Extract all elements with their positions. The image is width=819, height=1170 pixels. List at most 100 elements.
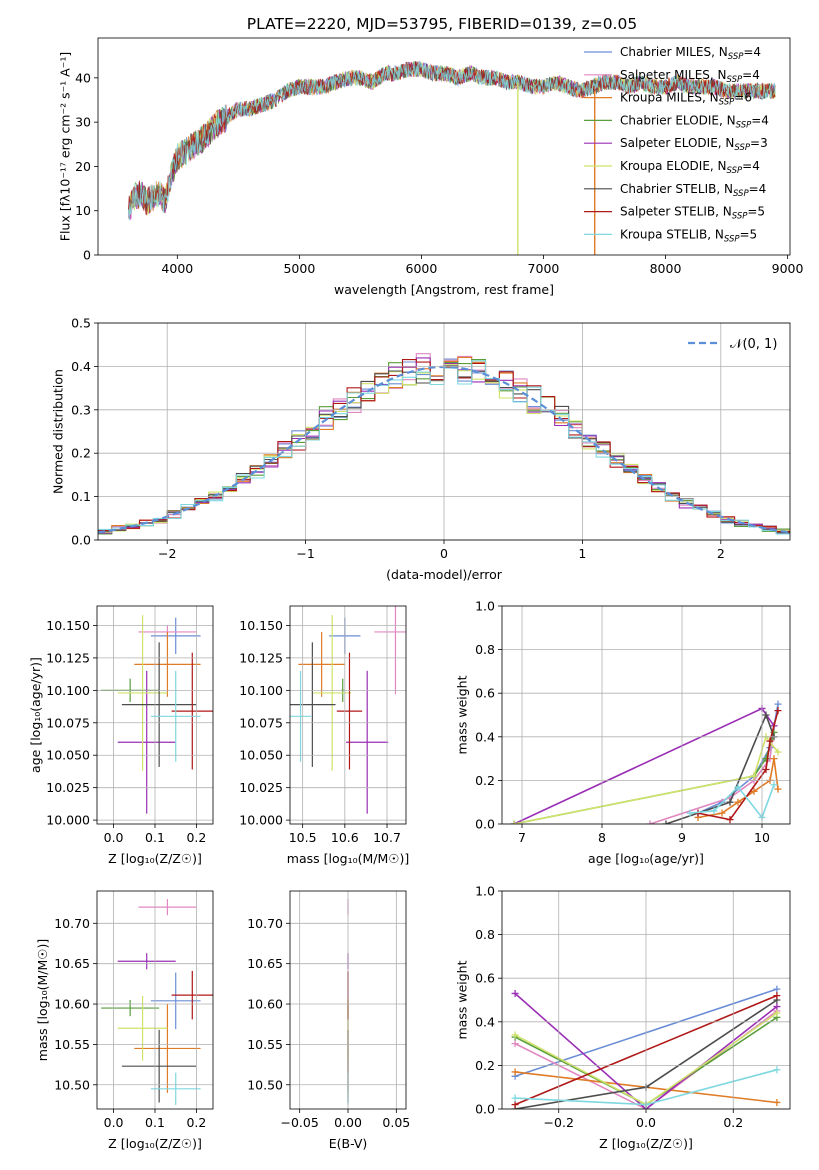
age_vs_Z-y-tick-label: 10.075: [46, 715, 90, 730]
residuals-y-tick-label: 0.3: [71, 402, 91, 417]
spectrum-series-line: [128, 61, 776, 221]
weight-point-marker: [750, 772, 758, 780]
figure-title: PLATE=2220, MJD=53795, FIBERID=0139, z=0…: [247, 15, 637, 33]
spectrum-y-tick-label: 10: [75, 203, 91, 218]
residuals-y-tick-label: 0.0: [71, 533, 91, 548]
weight_vs_age-frame: [501, 605, 791, 825]
weight_vs_age-y-axis-label: mass weight: [454, 675, 469, 754]
spectrum-y-axis-label: Flux [fλ10⁻¹⁷ erg cm⁻² s⁻¹ A⁻¹]: [58, 52, 73, 241]
mass_vs_ebv-y-tick-label: 10.70: [247, 916, 283, 931]
weight-point-marker: [726, 798, 734, 806]
weight-point-marker: [774, 785, 782, 793]
age_vs_Z-plot-area: [101, 615, 213, 814]
legend-entry-normal: 𝒩(0, 1): [730, 337, 777, 352]
mass_vs_Z-y-tick-label: 10.50: [54, 1077, 90, 1092]
weight_vs_age-y-tick-label: 0.2: [475, 773, 495, 788]
spectrum-y-tick-label: 0: [83, 248, 91, 263]
weight_vs_Z-y-tick-label: 0.6: [475, 971, 495, 986]
weight_vs_age-x-tick-label: 9: [678, 830, 686, 845]
residuals-frame: [97, 322, 791, 541]
weight_vs_Z-x-tick-label: −0.2: [544, 1115, 574, 1130]
weight_vs_age-y-tick-label: 0.0: [475, 817, 495, 832]
weight_vs_age-x-axis-label: age [log₁₀(age/yr)]: [588, 851, 704, 866]
legend-entry: Chabrier STELIB, NSSP=4: [620, 182, 766, 199]
legend-entry: Salpeter MILES, NSSP=4: [620, 68, 760, 85]
spectrum-x-tick-label: 4000: [161, 261, 193, 276]
spectrum-y-tick-label: 30: [75, 115, 91, 130]
mass_vs_ebv-y-tick-label: 10.60: [247, 997, 283, 1012]
age_vs_mass-y-tick-label: 10.150: [239, 618, 283, 633]
legend-entry: Salpeter ELODIE, NSSP=3: [620, 136, 768, 153]
mass_vs_Z-x-tick-label: 0.1: [145, 1115, 165, 1130]
weight-series-line: [513, 735, 779, 824]
weight-point-marker: [511, 1101, 519, 1109]
weight_vs_Z-x-tick-label: 0.0: [636, 1115, 656, 1130]
age_vs_mass-x-tick-label: 10.6: [331, 830, 359, 845]
weight-point-marker: [510, 820, 518, 824]
mass_vs_Z-y-tick-label: 10.55: [54, 1037, 90, 1052]
spectrum-series-line: [128, 61, 776, 215]
mass_vs_Z-x-tick-label: 0.0: [104, 1115, 124, 1130]
weight_vs_Z-y-tick-label: 0.2: [475, 1058, 495, 1073]
age_vs_Z-x-axis-label: Z [log₁₀(Z/Z☉)]: [108, 851, 202, 866]
weight-point-marker: [762, 766, 770, 773]
residuals-y-tick-label: 0.4: [71, 359, 91, 374]
weight-point-marker: [773, 1009, 781, 1017]
weight-point-marker: [710, 807, 718, 815]
weight-point-marker: [762, 711, 770, 719]
weight_vs_Z-y-tick-label: 1.0: [475, 884, 495, 899]
age_vs_mass-y-tick-label: 10.050: [239, 748, 283, 763]
weight-point-marker: [646, 820, 654, 824]
weight_vs_Z-x-tick-label: 0.2: [723, 1115, 743, 1130]
legend-entry: Chabrier ELODIE, NSSP=4: [620, 113, 769, 130]
legend-entry: Chabrier MILES, NSSP=4: [620, 45, 761, 62]
age_vs_mass-frame: [289, 605, 407, 825]
weight-point-marker: [774, 700, 782, 708]
weight_vs_Z-y-axis-label: mass weight: [454, 960, 469, 1039]
weight-point-marker: [511, 1040, 519, 1048]
spectrum-frame: [97, 37, 791, 256]
weight-point-marker: [773, 985, 781, 993]
weight_vs_Z-frame: [501, 890, 791, 1110]
mass_vs_Z-y-tick-label: 10.65: [54, 956, 90, 971]
age_vs_Z-y-axis-label: age [log₁₀(age/yr)]: [28, 657, 43, 773]
weight-point-marker: [662, 820, 670, 824]
weight-point-marker: [734, 783, 742, 791]
weight-point-marker: [511, 1068, 519, 1076]
weight_vs_age-x-tick-label: 7: [518, 830, 526, 845]
weight-point-marker: [511, 989, 519, 997]
weight_vs_Z-y-tick-label: 0.4: [475, 1014, 495, 1029]
age_vs_mass-y-tick-label: 10.100: [239, 683, 283, 698]
weight-point-marker: [511, 1094, 519, 1102]
mass_vs_ebv-y-tick-label: 10.65: [247, 956, 283, 971]
spectrum-x-tick-label: 9000: [772, 261, 804, 276]
spectrum-y-tick-label: 40: [75, 70, 91, 85]
legend-entry: Kroupa STELIB, NSSP=5: [620, 227, 757, 244]
age_vs_mass-plot-area: [290, 606, 406, 814]
weight_vs_Z-x-axis-label: Z [log₁₀(Z/Z☉)]: [599, 1136, 693, 1151]
weight-point-marker: [718, 809, 726, 817]
weight-point-marker: [773, 1098, 781, 1106]
mass_vs_Z-x-axis-label: Z [log₁₀(Z/Z☉)]: [108, 1136, 202, 1151]
weight-point-marker: [770, 755, 778, 763]
mass_vs_ebv-y-tick-label: 10.50: [247, 1077, 283, 1092]
mass_vs_Z-y-tick-label: 10.60: [54, 997, 90, 1012]
age_vs_Z-y-tick-label: 10.025: [46, 780, 90, 795]
residuals-x-axis-label: (data-model)/error: [386, 567, 503, 582]
weight-point-marker: [511, 1031, 519, 1039]
weight-point-marker: [766, 737, 774, 745]
age_vs_mass-x-axis-label: mass [log₁₀(M/M☉)]: [287, 851, 409, 866]
residuals-y-tick-label: 0.1: [71, 489, 91, 504]
weight_vs_age-x-tick-label: 10: [754, 830, 770, 845]
weight_vs_age-y-tick-label: 0.6: [475, 686, 495, 701]
mass_vs_ebv-frame: [289, 890, 407, 1110]
weight_vs_age-y-tick-label: 0.8: [475, 642, 495, 657]
weight-point-marker: [773, 1066, 781, 1074]
weight_vs_Z-y-tick-label: 0.0: [475, 1102, 495, 1117]
weight_vs_Z-y-tick-label: 0.8: [475, 927, 495, 942]
age_vs_mass-y-tick-label: 10.075: [239, 715, 283, 730]
mass_vs_Z-frame: [96, 890, 214, 1110]
weight_vs_age-x-tick-label: 8: [598, 830, 606, 845]
residuals-x-tick-label: 0: [440, 546, 448, 561]
